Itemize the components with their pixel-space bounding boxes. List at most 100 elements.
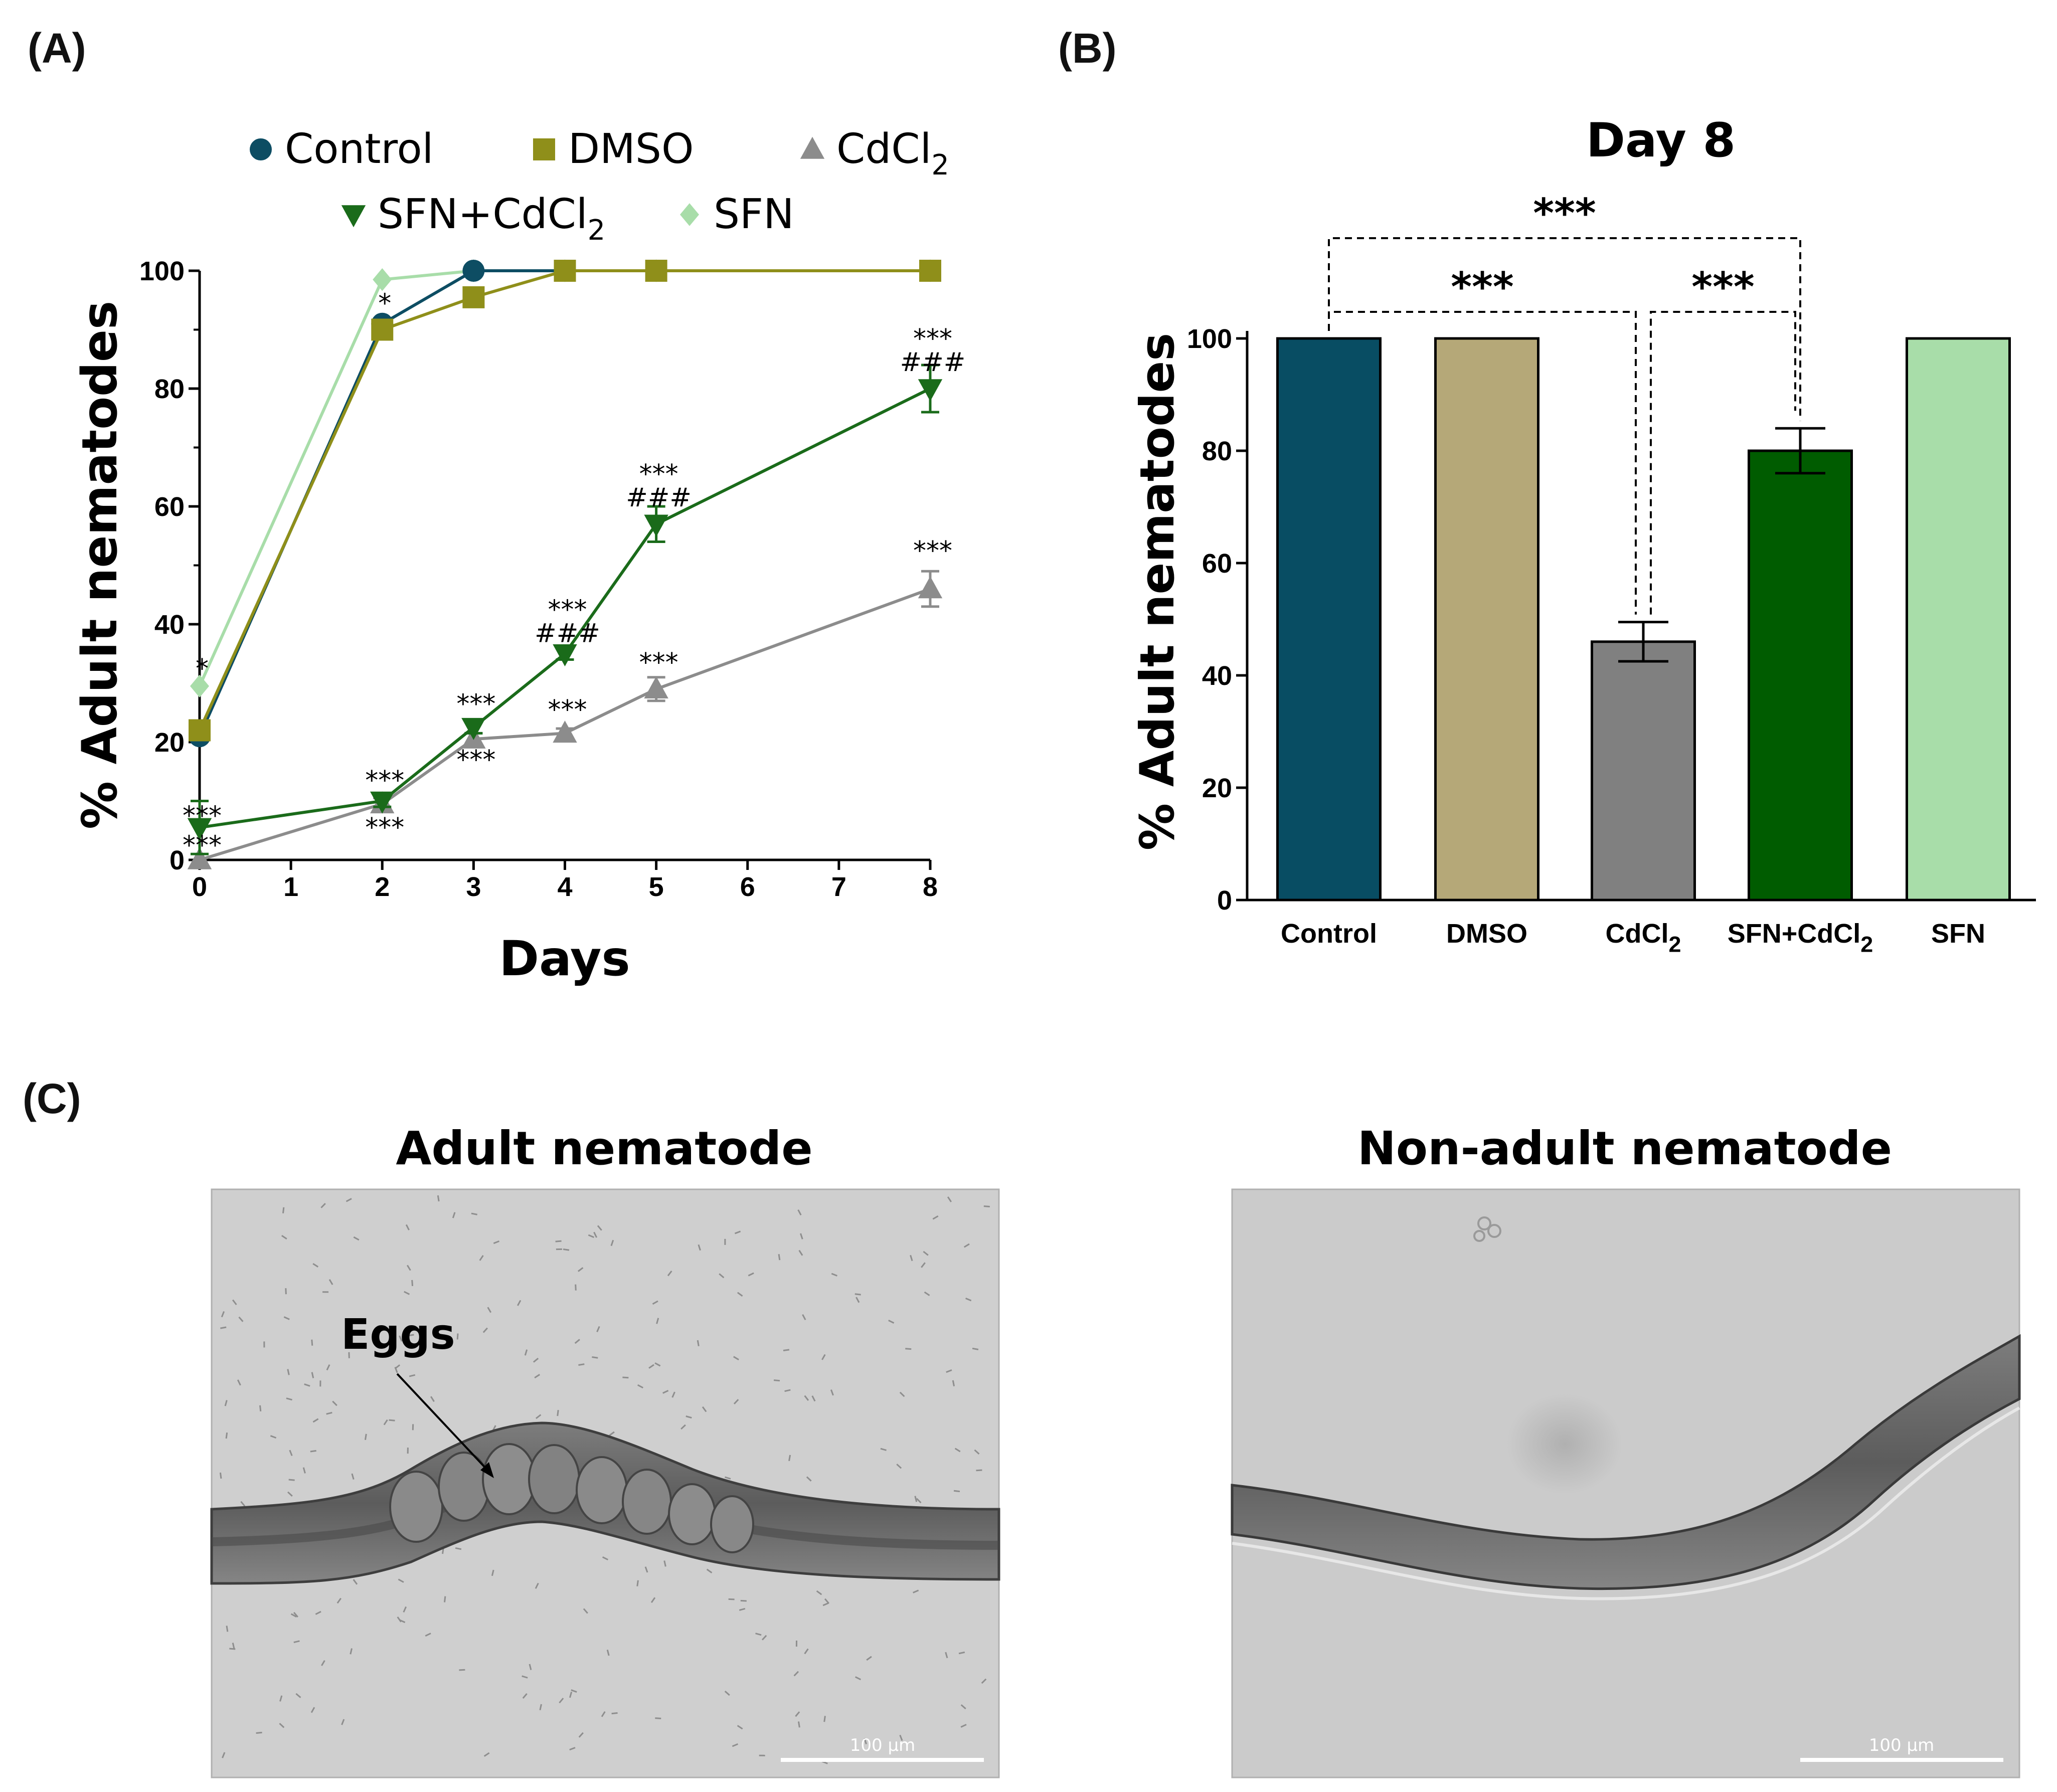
speck <box>719 1273 725 1279</box>
speck <box>864 1738 867 1744</box>
speck <box>954 1448 961 1453</box>
speck <box>622 1376 629 1379</box>
speck <box>287 1369 290 1375</box>
speck <box>222 1752 226 1758</box>
speck <box>364 1433 367 1440</box>
speck <box>398 1578 404 1583</box>
speck <box>578 1363 585 1366</box>
x-tick-label: 8 <box>923 872 938 902</box>
speck <box>724 1690 730 1696</box>
speck <box>256 1731 262 1734</box>
speck <box>336 1597 342 1604</box>
non-adult-worm-cuticle <box>1232 1406 2020 1600</box>
data-point <box>187 847 212 869</box>
micrograph-left-title: Adult nematode <box>396 1122 812 1175</box>
speck <box>778 1254 781 1261</box>
data-point <box>189 719 211 742</box>
speck <box>797 1721 800 1728</box>
speck <box>914 1496 918 1502</box>
speck <box>350 1648 353 1655</box>
speck <box>761 1635 767 1641</box>
speck <box>326 1411 332 1415</box>
bar-chart-title: Day 8 <box>1586 113 1736 168</box>
speck <box>932 1215 939 1220</box>
speck <box>408 1334 414 1337</box>
speck <box>960 1704 966 1710</box>
speck <box>636 1580 639 1586</box>
bar-control <box>1276 337 1382 902</box>
legend-item-sfn: SFN <box>680 191 794 238</box>
data-point <box>462 260 485 282</box>
x-tick-label: 5 <box>649 872 664 902</box>
speck <box>479 1255 484 1261</box>
significance-marker: *** <box>913 324 952 354</box>
speck <box>232 1643 235 1649</box>
speck <box>332 1400 337 1406</box>
speck <box>733 1399 739 1404</box>
data-point <box>554 260 576 282</box>
series-dmso <box>189 260 941 742</box>
speck <box>535 1582 539 1589</box>
speck <box>320 1203 326 1208</box>
speck <box>680 1424 686 1430</box>
speck <box>974 1449 980 1455</box>
speck <box>822 1602 829 1606</box>
data-point <box>553 721 577 743</box>
significance-marker: *** <box>456 745 495 775</box>
speck <box>921 1262 926 1268</box>
speck <box>221 1311 225 1318</box>
speck <box>321 1660 325 1666</box>
speck <box>945 1652 948 1659</box>
speck <box>739 1607 746 1611</box>
speck <box>946 1369 952 1373</box>
line-chart-series <box>187 259 943 869</box>
bar-x-tick-label: SFN <box>1931 919 1985 949</box>
speck <box>783 1349 790 1352</box>
legend-item-control: Control <box>250 125 433 173</box>
x-axis-ticks: 0 1 2 3 4 5 6 7 8 <box>192 860 938 902</box>
speck <box>981 1678 987 1684</box>
scale-bar-left-label: 100 µm <box>850 1735 915 1755</box>
bar-sfn-cdcl2 <box>1748 449 1853 902</box>
speck <box>609 1431 615 1437</box>
speck <box>652 1300 658 1305</box>
speck <box>312 1263 319 1268</box>
speck <box>737 1725 743 1730</box>
y-tick-label: 100 <box>139 256 185 286</box>
panel-label-b: (B) <box>1058 25 1117 72</box>
legend-label: CdCl2 <box>836 125 949 182</box>
speck <box>397 1617 402 1623</box>
series-line <box>198 269 930 731</box>
significance-marker: *** <box>548 595 587 625</box>
speck <box>947 1196 952 1202</box>
speck <box>295 1693 301 1698</box>
speck <box>866 1656 872 1661</box>
speck <box>534 1374 541 1379</box>
egg <box>482 1443 536 1515</box>
speck <box>455 1547 462 1550</box>
speck <box>302 1467 306 1474</box>
data-point <box>461 718 486 740</box>
eggs-arrow <box>396 1373 490 1473</box>
significance-marker: * <box>196 654 209 684</box>
speck <box>899 1734 903 1741</box>
bar-y-tick-label: 0 <box>1217 885 1232 916</box>
speck <box>346 1198 352 1202</box>
speck <box>522 1675 528 1679</box>
speck <box>487 1307 492 1313</box>
speck <box>259 1405 262 1411</box>
surface-specks <box>1473 1216 1501 1242</box>
series-sfn-cdcl2 <box>187 364 943 855</box>
eggs-arrowhead <box>480 1462 494 1478</box>
non-adult-worm-body <box>1231 1334 2021 1590</box>
bar-y-axis-ticks: 0 20 40 60 80 100 <box>1187 324 1247 916</box>
eggs-label: Eggs <box>341 1310 455 1359</box>
bar-x-tick-label: Control <box>1281 919 1377 949</box>
speck <box>281 1235 287 1240</box>
data-point <box>373 268 392 291</box>
speck <box>800 1233 803 1239</box>
egg <box>528 1444 580 1514</box>
speck <box>960 1724 967 1728</box>
